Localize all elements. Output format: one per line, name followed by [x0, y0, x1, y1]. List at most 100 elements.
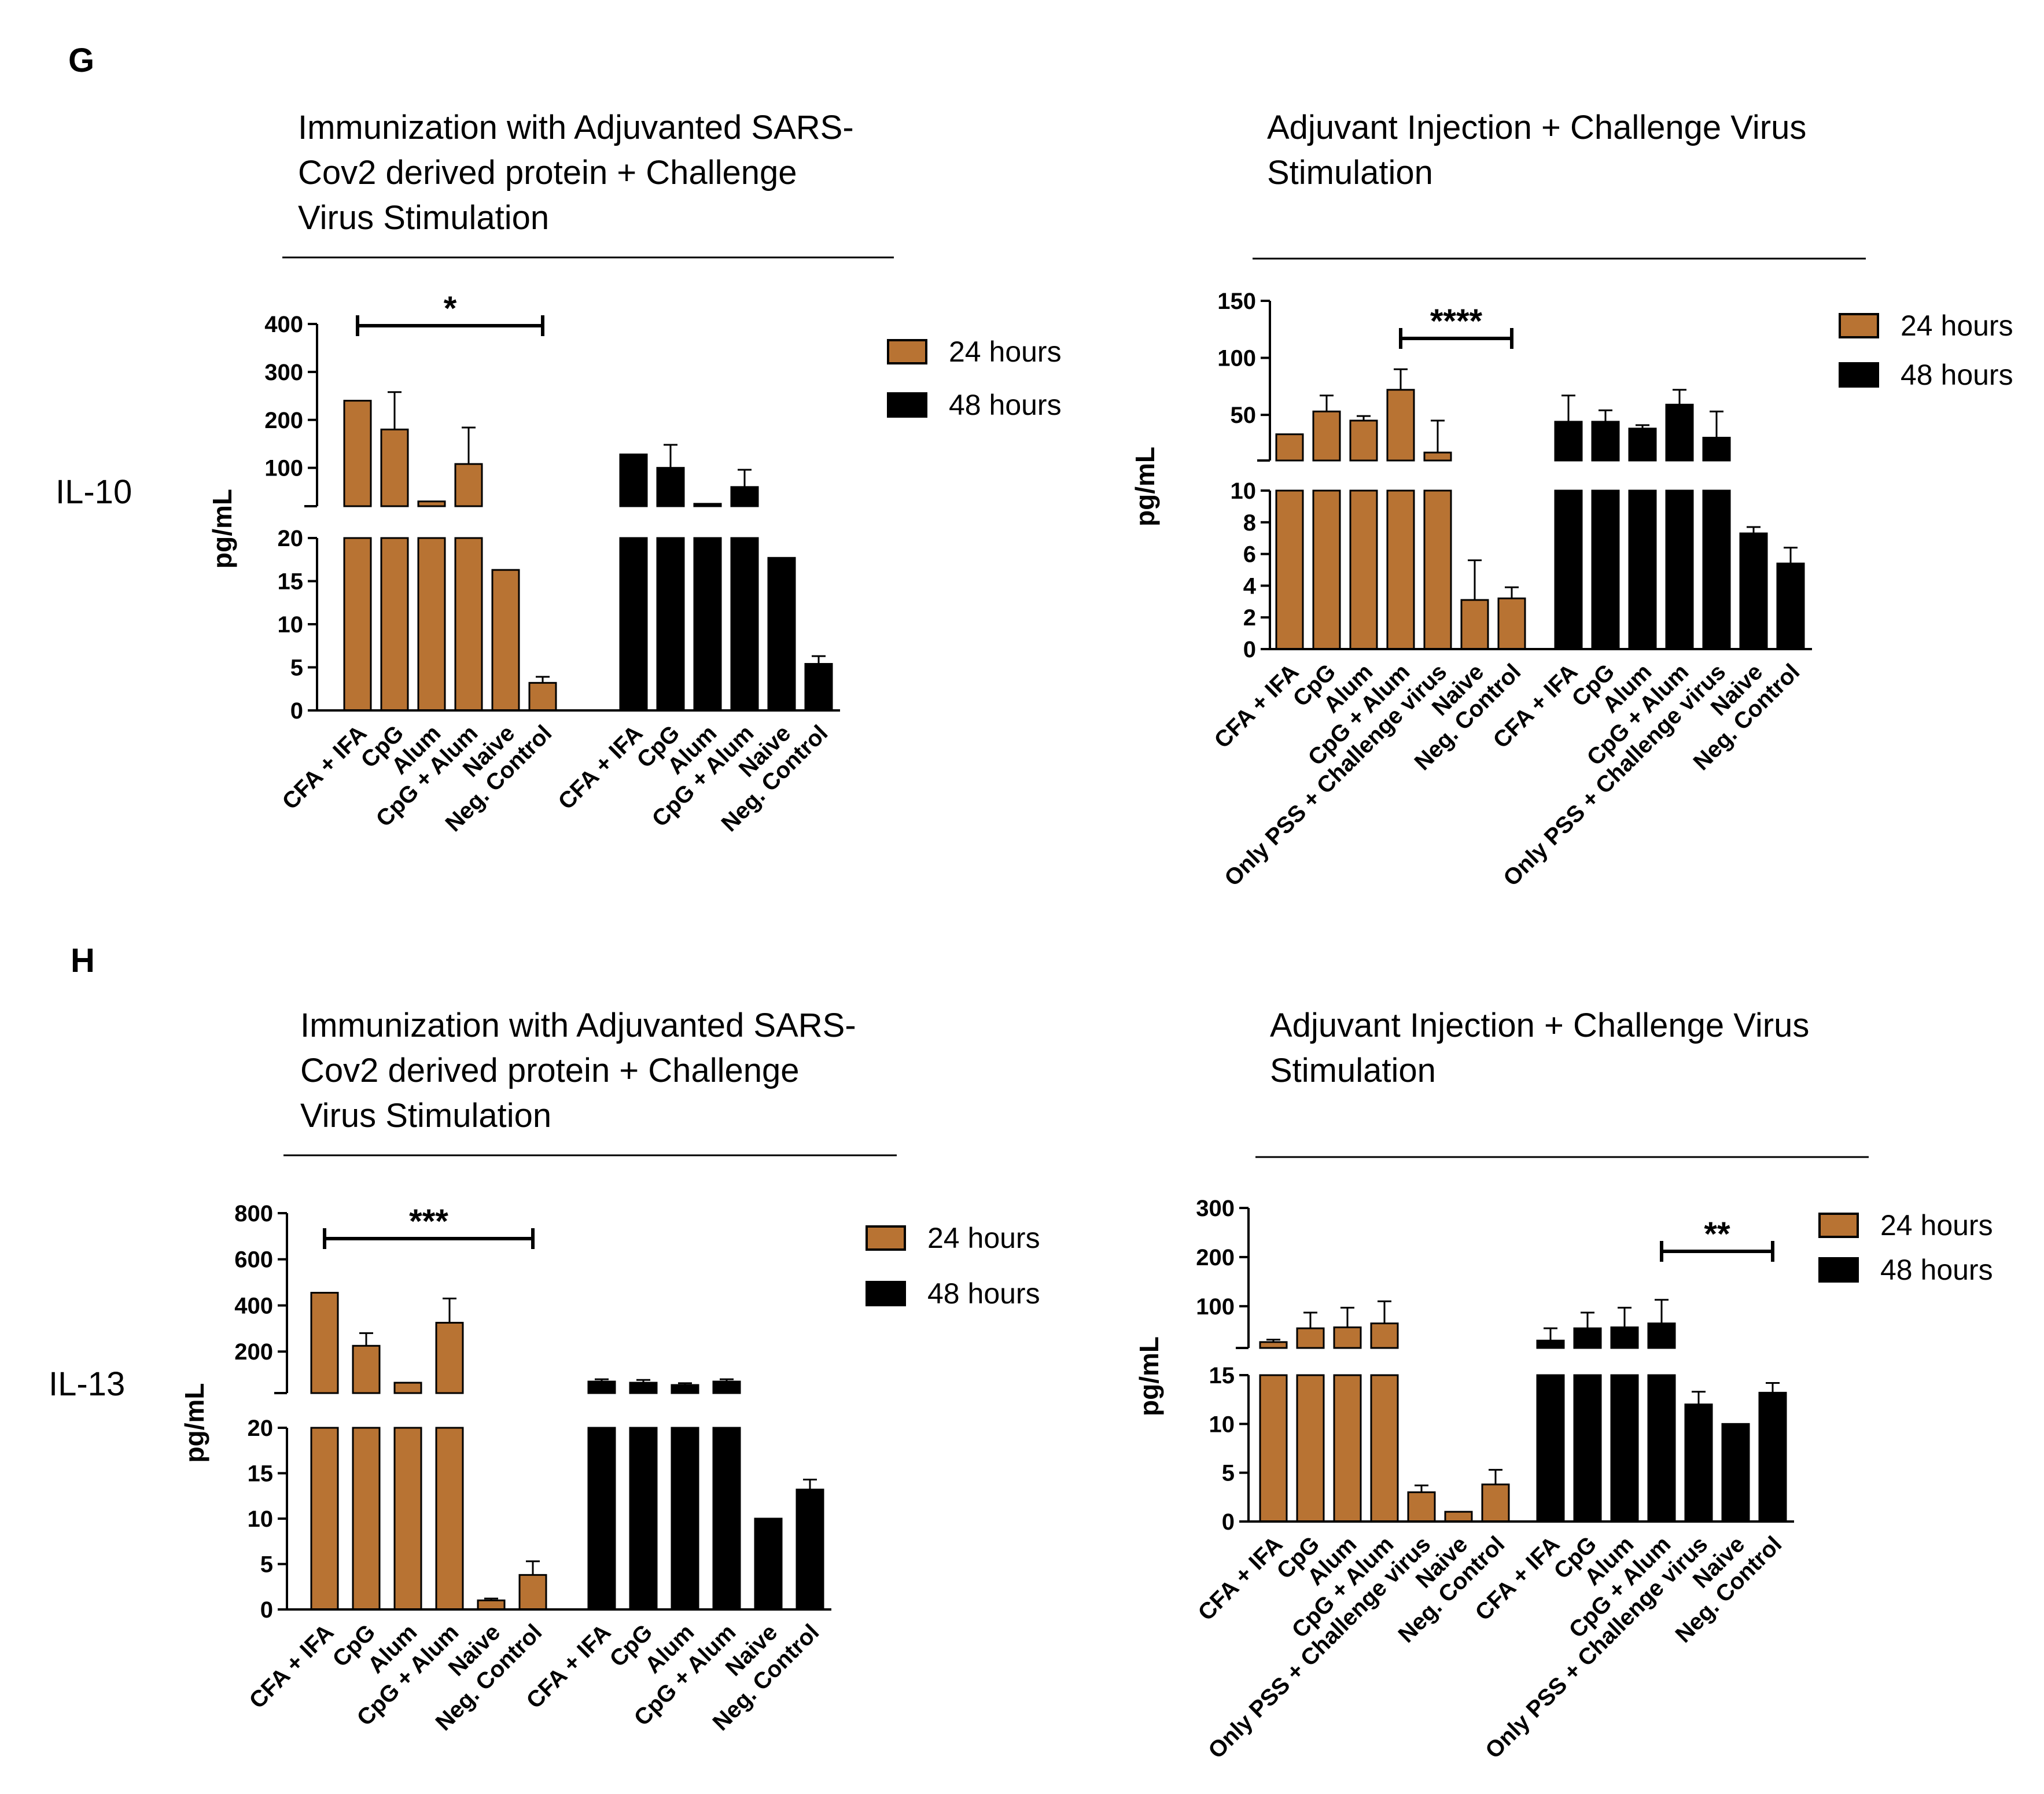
y-tick-label: 10 [248, 1506, 274, 1532]
y-tick-label: 100 [1196, 1294, 1235, 1320]
y-tick-label: 0 [1243, 637, 1256, 662]
bar-upper-segment [693, 503, 722, 507]
y-tick-label: 300 [264, 360, 303, 385]
bar [1407, 1491, 1436, 1523]
legend-swatch [1818, 1213, 1859, 1238]
bar-upper-segment [656, 467, 685, 507]
chart-H-left: Immunization with Adjuvanted SARS- Cov2 d… [179, 1007, 1040, 1736]
bar-upper-segment [1275, 433, 1304, 462]
x-category-label: CFA + IFA [553, 720, 647, 815]
y-tick-label: 6 [1243, 542, 1256, 568]
y-tick-label: 200 [1196, 1245, 1235, 1270]
y-tick-label: 200 [234, 1339, 273, 1365]
bar-lower-segment [1386, 489, 1415, 650]
bar-lower-segment [1333, 1374, 1362, 1523]
bar-lower-segment [587, 1427, 616, 1611]
chart-title-line: Cov2 derived protein + Challenge [300, 1052, 800, 1089]
chart-H-right: Adjuvant Injection + Challenge Virus Stim… [1134, 1007, 1993, 1764]
chart-title-line: Adjuvant Injection + Challenge Virus [1270, 1007, 1809, 1044]
legend-label: 24 hours [927, 1222, 1040, 1254]
legend-swatch [887, 392, 927, 418]
y-tick-label: 10 [1231, 478, 1257, 504]
y-tick-label: 20 [248, 1416, 274, 1441]
bar-upper-segment [1610, 1326, 1639, 1349]
bar-lower-segment [1573, 1374, 1602, 1523]
bar-lower-segment [1349, 489, 1378, 650]
row-label-il13: IL-13 [49, 1365, 125, 1403]
legend-label: 48 hours [949, 389, 1062, 421]
bar-upper-segment [417, 500, 446, 507]
legend-swatch [1818, 1257, 1859, 1283]
bar-upper-segment [435, 1321, 464, 1394]
bar-lower-segment [1296, 1374, 1325, 1523]
y-tick-label: 0 [260, 1597, 273, 1623]
bar-upper-segment [1296, 1327, 1325, 1349]
bar-upper-segment [1386, 389, 1415, 462]
chart-G-left: Immunization with Adjuvanted SARS- Cov2 d… [207, 109, 1062, 837]
y-tick-label: 800 [234, 1201, 273, 1226]
bar-upper-segment [671, 1384, 699, 1394]
legend-label: 24 hours [949, 336, 1062, 368]
legend-swatch [1839, 313, 1879, 338]
panel-letter-h: H [71, 942, 95, 979]
y-tick-label: 50 [1231, 403, 1257, 428]
significance-label: **** [1430, 303, 1483, 340]
legend-label: 24 hours [1901, 310, 2013, 342]
bar-upper-segment [393, 1382, 422, 1394]
bar-upper-segment [712, 1380, 741, 1394]
legend-label: 24 hours [1880, 1209, 1993, 1242]
legend-label: 48 hours [927, 1277, 1040, 1310]
chart-title-line: Immunization with Adjuvanted SARS- [300, 1007, 856, 1044]
bar-lower-segment [656, 537, 685, 712]
chart-title-line: Stimulation [1267, 154, 1433, 191]
chart-G-right: Adjuvant Injection + Challenge Virus Stim… [1130, 109, 2013, 892]
y-tick-label: 0 [290, 698, 303, 724]
bar-upper-segment [1312, 410, 1341, 462]
bar [754, 1517, 783, 1611]
bar [795, 1489, 824, 1611]
y-tick-label: 300 [1196, 1196, 1235, 1221]
significance-label: ** [1704, 1215, 1730, 1253]
bar-upper-segment [587, 1380, 616, 1394]
bar-lower-segment [1536, 1374, 1565, 1523]
bar-upper-segment [1628, 428, 1657, 462]
bar-upper-segment [454, 463, 483, 507]
y-tick-label: 15 [248, 1461, 274, 1487]
bar-lower-segment [1610, 1374, 1639, 1523]
bar-upper-segment [1702, 437, 1731, 462]
y-tick-label: 4 [1243, 573, 1257, 599]
y-tick-label: 5 [1222, 1461, 1235, 1486]
significance-label: *** [409, 1203, 448, 1240]
bar [1684, 1403, 1713, 1523]
y-tick-label: 5 [290, 655, 303, 681]
bar [804, 663, 833, 712]
y-axis-label: pg/mL [179, 1383, 209, 1463]
bar-lower-segment [393, 1427, 422, 1611]
legend-swatch [1839, 362, 1879, 388]
bar-lower-segment [671, 1427, 699, 1611]
bar-upper-segment [310, 1292, 339, 1394]
bar [1776, 562, 1805, 650]
legend-label: 48 hours [1901, 359, 2013, 391]
bar-lower-segment [1665, 489, 1694, 650]
bar-upper-segment [1536, 1339, 1565, 1349]
y-tick-label: 10 [1209, 1412, 1235, 1437]
bar-upper-segment [1665, 403, 1694, 462]
y-tick-label: 200 [264, 408, 303, 433]
bar-lower-segment [730, 537, 759, 712]
bar-lower-segment [454, 537, 483, 712]
y-axis-label: pg/mL [1130, 447, 1160, 526]
bar-lower-segment [1702, 489, 1731, 650]
bar-lower-segment [619, 537, 648, 712]
bar-upper-segment [1423, 451, 1452, 462]
bar [1444, 1511, 1473, 1523]
y-tick-label: 15 [278, 569, 304, 595]
panel-letter-g: G [68, 42, 94, 79]
x-category-label: CFA + IFA [1193, 1531, 1287, 1626]
bar-lower-segment [1370, 1374, 1399, 1523]
x-category-label: CFA + IFA [244, 1619, 338, 1714]
bar-upper-segment [629, 1382, 658, 1394]
y-tick-label: 400 [234, 1293, 273, 1318]
y-tick-label: 5 [260, 1552, 273, 1578]
bar-upper-segment [1370, 1323, 1399, 1349]
